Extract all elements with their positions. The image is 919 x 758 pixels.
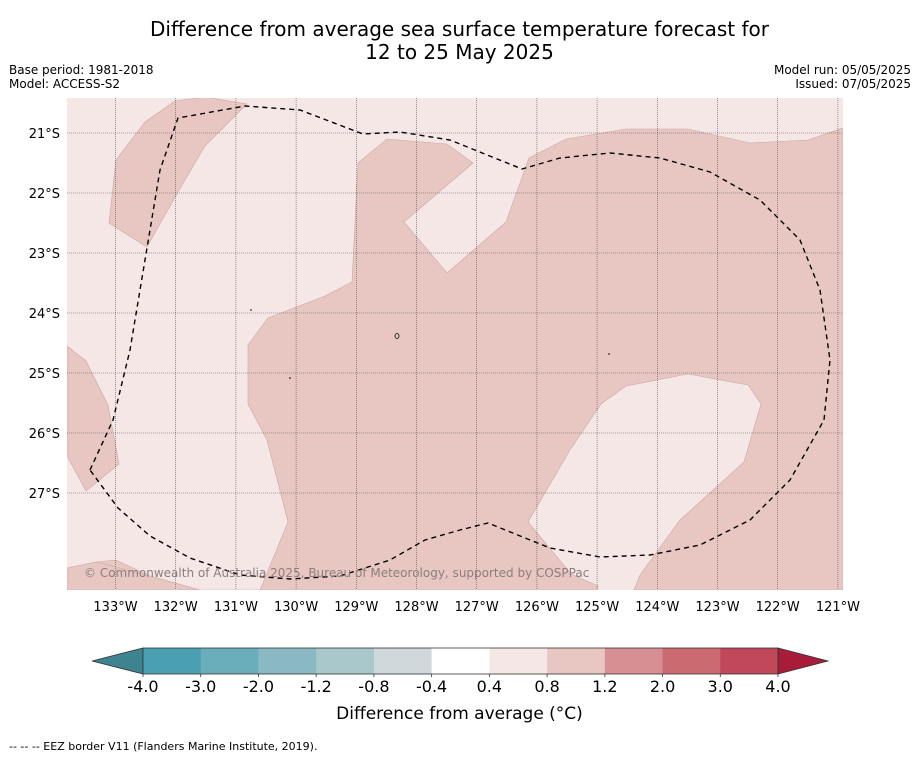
map-title: Difference from average sea surface temp… xyxy=(0,18,919,64)
lat-tick-label: 26°S xyxy=(29,427,60,442)
colorbar-tick-label: 0.8 xyxy=(534,677,559,696)
field-region-south xyxy=(67,561,201,590)
field-region-northwest xyxy=(108,98,248,248)
colorbar-tick-label: -2.0 xyxy=(243,677,274,696)
island-marker xyxy=(394,333,400,339)
colorbar-label: Difference from average (°C) xyxy=(336,704,583,724)
colorbar-tick-label: 0.4 xyxy=(477,677,502,696)
base-period-text: Base period: 1981-2018 xyxy=(9,63,154,77)
lat-tick-label: 22°S xyxy=(29,187,60,202)
colorbar-tick-label: -0.8 xyxy=(358,677,389,696)
eez-legend-text: -- -- -- EEZ border V11 (Flanders Marine… xyxy=(9,740,318,753)
colorbar-segment xyxy=(373,648,432,674)
colorbar-segment xyxy=(489,648,548,674)
lon-tick-label: 126°W xyxy=(515,600,559,615)
colorbar-segment xyxy=(143,648,202,674)
lon-tick-label: 131°W xyxy=(214,600,258,615)
latitude-labels: 21°S 22°S 23°S 24°S 25°S 26°S 27°S xyxy=(29,127,60,502)
graticule xyxy=(67,98,843,590)
colorbar-tick-label: 3.0 xyxy=(708,677,733,696)
lat-tick-label: 25°S xyxy=(29,367,60,382)
colorbar-tick-label: 1.2 xyxy=(592,677,617,696)
field-region-west xyxy=(67,345,120,492)
eez-border xyxy=(89,105,831,580)
longitude-labels: 133°W 132°W 131°W 130°W 129°W 128°W 127°W 126°W… xyxy=(93,600,860,615)
meta-left: Base period: 1981-2018 Model: ACCESS-S2 xyxy=(9,63,154,91)
lon-tick-label: 124°W xyxy=(635,600,679,615)
model-text: Model: ACCESS-S2 xyxy=(9,77,121,91)
lon-tick-label: 133°W xyxy=(93,600,137,615)
colorbar-tick-label: -4.0 xyxy=(127,677,158,696)
colorbar: -4.0 -3.0 -2.0 -1.2 -0.8 -0.4 0.4 0.8 1.2 2.0 3.0 4… xyxy=(91,647,830,696)
copyright-text: © Commonwealth of Australia 2025, Bureau… xyxy=(84,566,589,580)
sst-anomaly-map: © Commonwealth of Australia 2025, Bureau… xyxy=(29,98,860,696)
lon-tick-label: 122°W xyxy=(756,600,800,615)
colorbar-segment xyxy=(316,648,375,674)
island-marker xyxy=(250,309,252,311)
lon-tick-label: 129°W xyxy=(334,600,378,615)
colorbar-high-arrow xyxy=(777,647,830,675)
title-line-2: 12 to 25 May 2025 xyxy=(365,40,554,64)
meta-right: Model run: 05/05/2025 Issued: 07/05/2025 xyxy=(774,63,911,91)
lat-tick-label: 23°S xyxy=(29,247,60,262)
colorbar-tick-label: -1.2 xyxy=(301,677,332,696)
colorbar-tick-label: 4.0 xyxy=(765,677,790,696)
colorbar-tick-label: -3.0 xyxy=(185,677,216,696)
lat-tick-label: 24°S xyxy=(29,307,60,322)
lon-tick-label: 125°W xyxy=(575,600,619,615)
lon-tick-label: 128°W xyxy=(394,600,438,615)
colorbar-tick-label: -0.4 xyxy=(416,677,447,696)
colorbar-segment xyxy=(258,648,317,674)
colorbar-low-arrow xyxy=(91,647,144,675)
colorbar-segment xyxy=(547,648,606,674)
island-marker xyxy=(608,353,610,355)
lat-tick-label: 21°S xyxy=(29,127,60,142)
colorbar-segment xyxy=(604,648,663,674)
lon-tick-label: 127°W xyxy=(455,600,499,615)
colorbar-segment xyxy=(200,648,259,674)
issued-text: Issued: 07/05/2025 xyxy=(795,77,911,91)
lon-tick-label: 130°W xyxy=(274,600,318,615)
colorbar-segment xyxy=(431,648,490,674)
island-marker xyxy=(289,377,291,379)
colorbar-tick-label: 2.0 xyxy=(650,677,675,696)
colorbar-segment xyxy=(662,648,721,674)
model-run-text: Model run: 05/05/2025 xyxy=(773,63,911,77)
lon-tick-label: 123°W xyxy=(695,600,739,615)
colorbar-segment xyxy=(720,648,779,674)
lon-tick-label: 132°W xyxy=(154,600,198,615)
lon-tick-label: 121°W xyxy=(816,600,860,615)
colorbar-outline xyxy=(142,647,779,675)
lat-tick-label: 27°S xyxy=(29,487,60,502)
title-line-1: Difference from average sea surface temp… xyxy=(149,17,769,41)
